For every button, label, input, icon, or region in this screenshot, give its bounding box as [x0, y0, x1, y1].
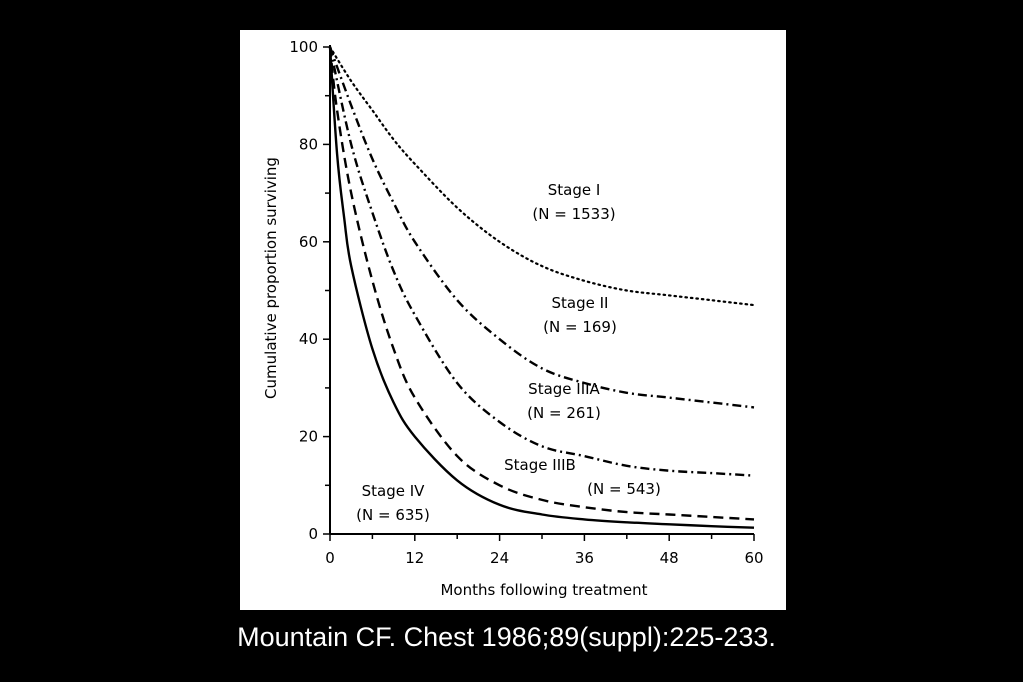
series-line-stage-i — [328, 45, 756, 307]
axes: 0 20 40 60 80 100 0 12 24 36 48 60 — [289, 38, 763, 567]
survival-chart: 0 20 40 60 80 100 0 12 24 36 48 60 Stage I (N = 1533… — [262, 38, 764, 599]
y-tick-label: 80 — [299, 135, 318, 153]
series-line-stage-iiia — [328, 46, 755, 477]
x-tick-label: 12 — [405, 549, 424, 567]
series-n-label-stage-iiia: (N = 261) — [527, 404, 601, 422]
series-line-stage-iiib — [328, 46, 755, 521]
series-label-stage-i: Stage I — [548, 181, 601, 199]
series-label-stage-iiia: Stage IIIA — [528, 380, 600, 398]
y-tick-label: 60 — [299, 233, 318, 251]
y-axis-title: Cumulative proportion surviving — [262, 157, 280, 399]
survival-curves — [328, 45, 756, 529]
series-label-stage-iiib: Stage IIIB — [504, 456, 576, 474]
series-n-label-stage-iiib: (N = 543) — [587, 480, 661, 498]
series-n-label-stage-iv: (N = 635) — [356, 506, 430, 524]
x-tick-label: 48 — [660, 549, 679, 567]
y-tick-label: 0 — [308, 525, 318, 543]
series-line-stage-iv — [328, 46, 755, 529]
citation-caption: Mountain CF. Chest 1986;89(suppl):225-23… — [237, 622, 776, 652]
series-line-stage-ii — [328, 46, 755, 409]
y-tick-label: 20 — [299, 428, 318, 446]
x-axis-title: Months following treatment — [440, 581, 647, 599]
series-n-label-stage-i: (N = 1533) — [532, 205, 615, 223]
x-tick-label: 24 — [490, 549, 509, 567]
y-tick-label: 100 — [289, 38, 318, 56]
chart-panel: 0 20 40 60 80 100 0 12 24 36 48 60 Stage I (N = 1533… — [240, 30, 786, 610]
series-n-label-stage-ii: (N = 169) — [543, 318, 617, 336]
curve-labels: Stage I (N = 1533) Stage II (N = 169) Stage … — [356, 181, 661, 524]
x-tick-label: 0 — [325, 549, 335, 567]
series-label-stage-ii: Stage II — [552, 294, 609, 312]
series-label-stage-iv: Stage IV — [362, 482, 426, 500]
x-tick-label: 60 — [744, 549, 763, 567]
y-tick-label: 40 — [299, 330, 318, 348]
x-tick-label: 36 — [575, 549, 594, 567]
